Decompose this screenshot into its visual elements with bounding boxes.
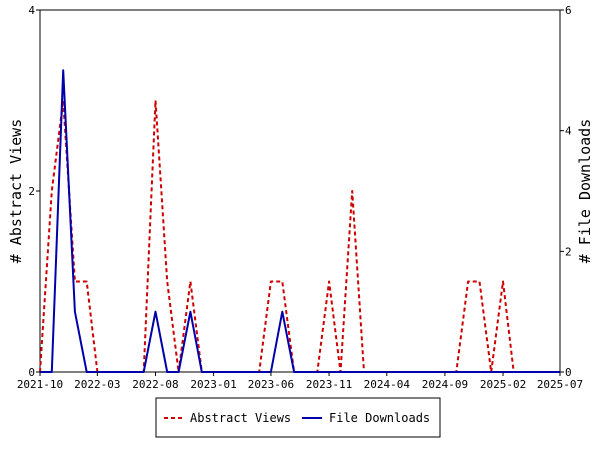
y-right-tick-label: 4 — [565, 125, 572, 138]
x-tick-label: 2022-03 — [74, 378, 120, 391]
series-line-file-downloads — [40, 69, 560, 373]
y-left-tick-label: 0 — [28, 366, 35, 379]
x-tick-label: 2025-07 — [537, 378, 583, 391]
legend-label-abstract-views: Abstract Views — [190, 411, 291, 425]
series-line-abstract-views — [39, 99, 560, 373]
x-tick-label: 2023-11 — [306, 378, 352, 391]
y-right-tick-label: 0 — [565, 366, 572, 379]
plot-frame — [39, 9, 561, 373]
x-tick-label: 2023-06 — [248, 378, 294, 391]
y-left-tick-label: 4 — [28, 4, 35, 17]
x-tick-label: 2025-02 — [480, 378, 526, 391]
y-axis-right-title: # File Downloads — [576, 119, 594, 264]
x-tick-label: 2024-09 — [422, 378, 468, 391]
axes: 2021-10 2022-03 2022-08 2023-01 2023-06 2023-… — [17, 4, 583, 391]
x-tick-label: 2022-08 — [132, 378, 178, 391]
y-right-tick-label: 2 — [565, 245, 572, 258]
legend-box — [155, 397, 441, 438]
y-axis-left-title: # Abstract Views — [7, 119, 25, 264]
x-tick-label: 2021-10 — [17, 378, 63, 391]
legend-label-file-downloads: File Downloads — [329, 411, 430, 425]
x-tick-label: 2023-01 — [190, 378, 236, 391]
x-tick-label: 2024-04 — [364, 378, 411, 391]
legend: Abstract Views File Downloads — [155, 397, 441, 438]
plot-area — [39, 9, 561, 373]
y-left-tick-label: 2 — [28, 185, 35, 198]
y-right-tick-label: 6 — [565, 4, 572, 17]
series-lines — [39, 69, 560, 373]
